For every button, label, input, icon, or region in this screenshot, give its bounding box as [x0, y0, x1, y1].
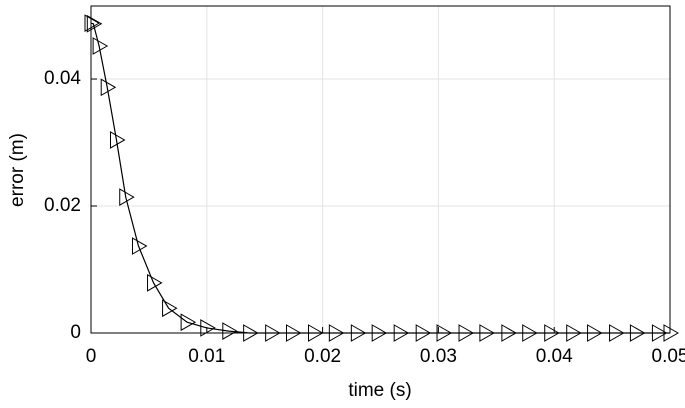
marker	[147, 273, 163, 292]
marker	[479, 324, 495, 342]
x-tick-label: 0.05	[652, 346, 685, 367]
marker	[100, 78, 117, 97]
marker	[285, 324, 302, 342]
marker	[629, 324, 646, 342]
marker	[522, 324, 538, 342]
x-tick-label: 0	[86, 346, 97, 367]
marker	[84, 14, 101, 33]
marker	[393, 324, 410, 342]
marker	[350, 324, 367, 342]
marker	[200, 319, 216, 337]
marker	[328, 324, 345, 342]
marker	[458, 324, 475, 342]
y-axis-label: error (m)	[7, 133, 28, 207]
marker	[222, 322, 238, 340]
marker	[415, 324, 432, 342]
x-tick-label: 0.04	[536, 346, 573, 367]
plot-area	[91, 6, 670, 333]
y-tick-label: 0	[70, 322, 81, 343]
marker	[663, 324, 680, 342]
marker	[371, 324, 388, 342]
x-tick-label: 0.03	[420, 346, 457, 367]
marker	[307, 324, 324, 342]
marker	[544, 324, 560, 342]
data-line	[90, 22, 670, 334]
marker	[265, 324, 281, 342]
marker	[609, 324, 625, 342]
y-tick-label: 0.04	[44, 68, 81, 89]
marker	[587, 324, 603, 342]
marker	[243, 324, 259, 342]
marker	[436, 324, 453, 342]
x-tick-label: 0.02	[304, 346, 341, 367]
x-tick-label: 0.01	[188, 346, 225, 367]
marker	[566, 324, 582, 342]
marker	[92, 37, 109, 55]
marker	[86, 14, 103, 33]
marker	[162, 299, 178, 318]
marker	[651, 324, 668, 342]
x-axis-label: time (s)	[348, 380, 411, 401]
y-tick-label: 0.02	[44, 195, 81, 216]
marker	[109, 131, 126, 149]
marker	[501, 324, 517, 342]
marker	[131, 237, 148, 255]
marker	[180, 313, 197, 332]
marker	[119, 188, 135, 206]
